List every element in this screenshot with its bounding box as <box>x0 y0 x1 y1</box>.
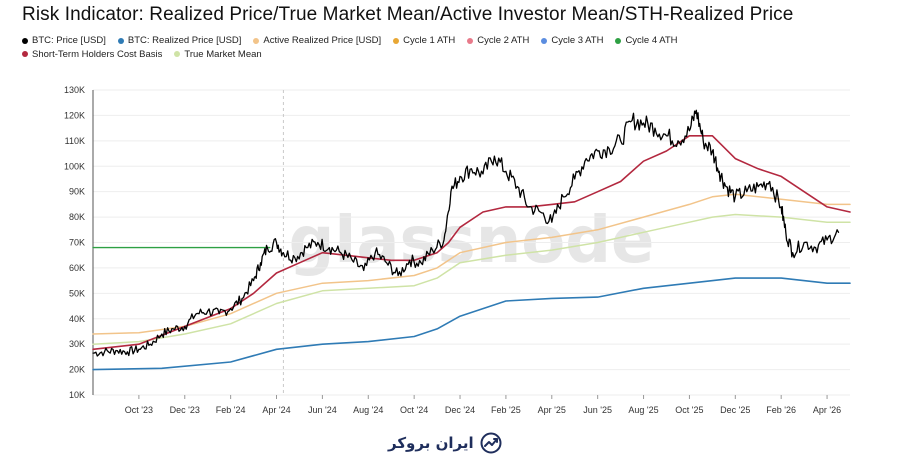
legend-item[interactable]: Cycle 1 ATH <box>393 34 455 47</box>
x-tick-label: Feb '24 <box>216 405 246 415</box>
legend-marker <box>393 37 400 44</box>
legend-item[interactable]: Active Realized Price [USD] <box>253 34 381 47</box>
x-tick-label: Jun '25 <box>583 405 612 415</box>
x-tick-label: Apr '25 <box>538 405 566 415</box>
legend-item[interactable]: Cycle 2 ATH <box>467 34 529 47</box>
brand-logo: ایران بروکر <box>388 432 502 454</box>
series-line-active-realized-price-usd <box>92 193 851 335</box>
legend-label: Cycle 2 ATH <box>477 35 530 46</box>
legend-item[interactable]: True Market Mean <box>174 48 262 61</box>
y-tick-label: 20K <box>69 365 85 375</box>
watermark: glassnode <box>289 204 655 278</box>
legend-label: BTC: Price [USD] <box>32 35 106 46</box>
y-tick-label: 80K <box>69 212 85 222</box>
series-line-short-term-holders-cost-basis <box>92 135 851 351</box>
legend-label: Cycle 4 ATH <box>625 35 678 46</box>
legend-marker <box>253 37 260 44</box>
legend-marker <box>174 51 181 57</box>
x-tick-label: Oct '25 <box>675 405 703 415</box>
series-line-true-market-mean <box>92 213 851 345</box>
y-tick-label: 60K <box>69 263 85 273</box>
x-tick-label: Apr '24 <box>262 405 290 415</box>
legend-label: Short-Term Holders Cost Basis <box>32 48 163 60</box>
legend-item[interactable]: Short-Term Holders Cost Basis <box>22 48 162 61</box>
y-tick-label: 70K <box>69 238 85 248</box>
y-tick-label: 40K <box>69 314 85 324</box>
x-tick-label: Dec '24 <box>445 405 475 415</box>
chart-title: Risk Indicator: Realized Price/True Mark… <box>22 4 794 25</box>
legend-marker <box>117 37 124 44</box>
x-tick-label: Dec '25 <box>720 405 750 415</box>
legend-marker <box>22 37 28 44</box>
y-tick-label: 10K <box>69 390 85 400</box>
legend-marker <box>22 51 28 57</box>
y-tick-label: 30K <box>69 339 85 349</box>
legend-label: Active Realized Price [USD] <box>263 35 382 46</box>
y-tick-label: 130K <box>64 85 85 95</box>
brand-trend-icon <box>480 432 502 454</box>
legend-marker <box>541 37 548 44</box>
x-tick-label: Feb '25 <box>491 405 521 415</box>
x-tick-label: Jun '24 <box>308 405 337 415</box>
legend-item[interactable]: BTC: Realized Price [USD] <box>117 34 242 47</box>
legend-label: True Market Mean <box>184 48 262 60</box>
y-tick-label: 100K <box>64 161 85 171</box>
legend-marker <box>615 37 622 44</box>
series-line-btc-price-usd <box>92 109 840 357</box>
series-line-btc-realized-price-usd <box>92 277 851 371</box>
legend-item[interactable]: Cycle 3 ATH <box>541 34 603 47</box>
y-tick-label: 110K <box>65 136 85 146</box>
x-tick-label: Apr '26 <box>813 405 841 415</box>
brand-name: ایران بروکر <box>388 434 474 452</box>
x-tick-label: Dec '23 <box>170 405 200 415</box>
x-tick-label: Oct '24 <box>400 405 428 415</box>
x-tick-label: Aug '25 <box>628 405 658 415</box>
legend-item[interactable]: Cycle 4 ATH <box>615 34 678 47</box>
x-tick-label: Feb '26 <box>766 405 796 415</box>
legend-item[interactable]: BTC: Price [USD] <box>22 34 106 47</box>
legend-label: BTC: Realized Price [USD] <box>127 35 242 46</box>
y-tick-label: 50K <box>69 288 85 298</box>
y-tick-label: 90K <box>69 187 85 197</box>
x-tick-label: Oct '23 <box>125 405 153 415</box>
x-tick-label: Aug '24 <box>353 405 383 415</box>
legend-label: Cycle 1 ATH <box>403 35 456 46</box>
legend-marker <box>467 37 474 44</box>
y-tick-label: 120K <box>64 110 85 120</box>
legend-label: Cycle 3 ATH <box>551 35 604 46</box>
legend: BTC: Price [USD] BTC: Realized Price [USD… <box>22 34 822 61</box>
